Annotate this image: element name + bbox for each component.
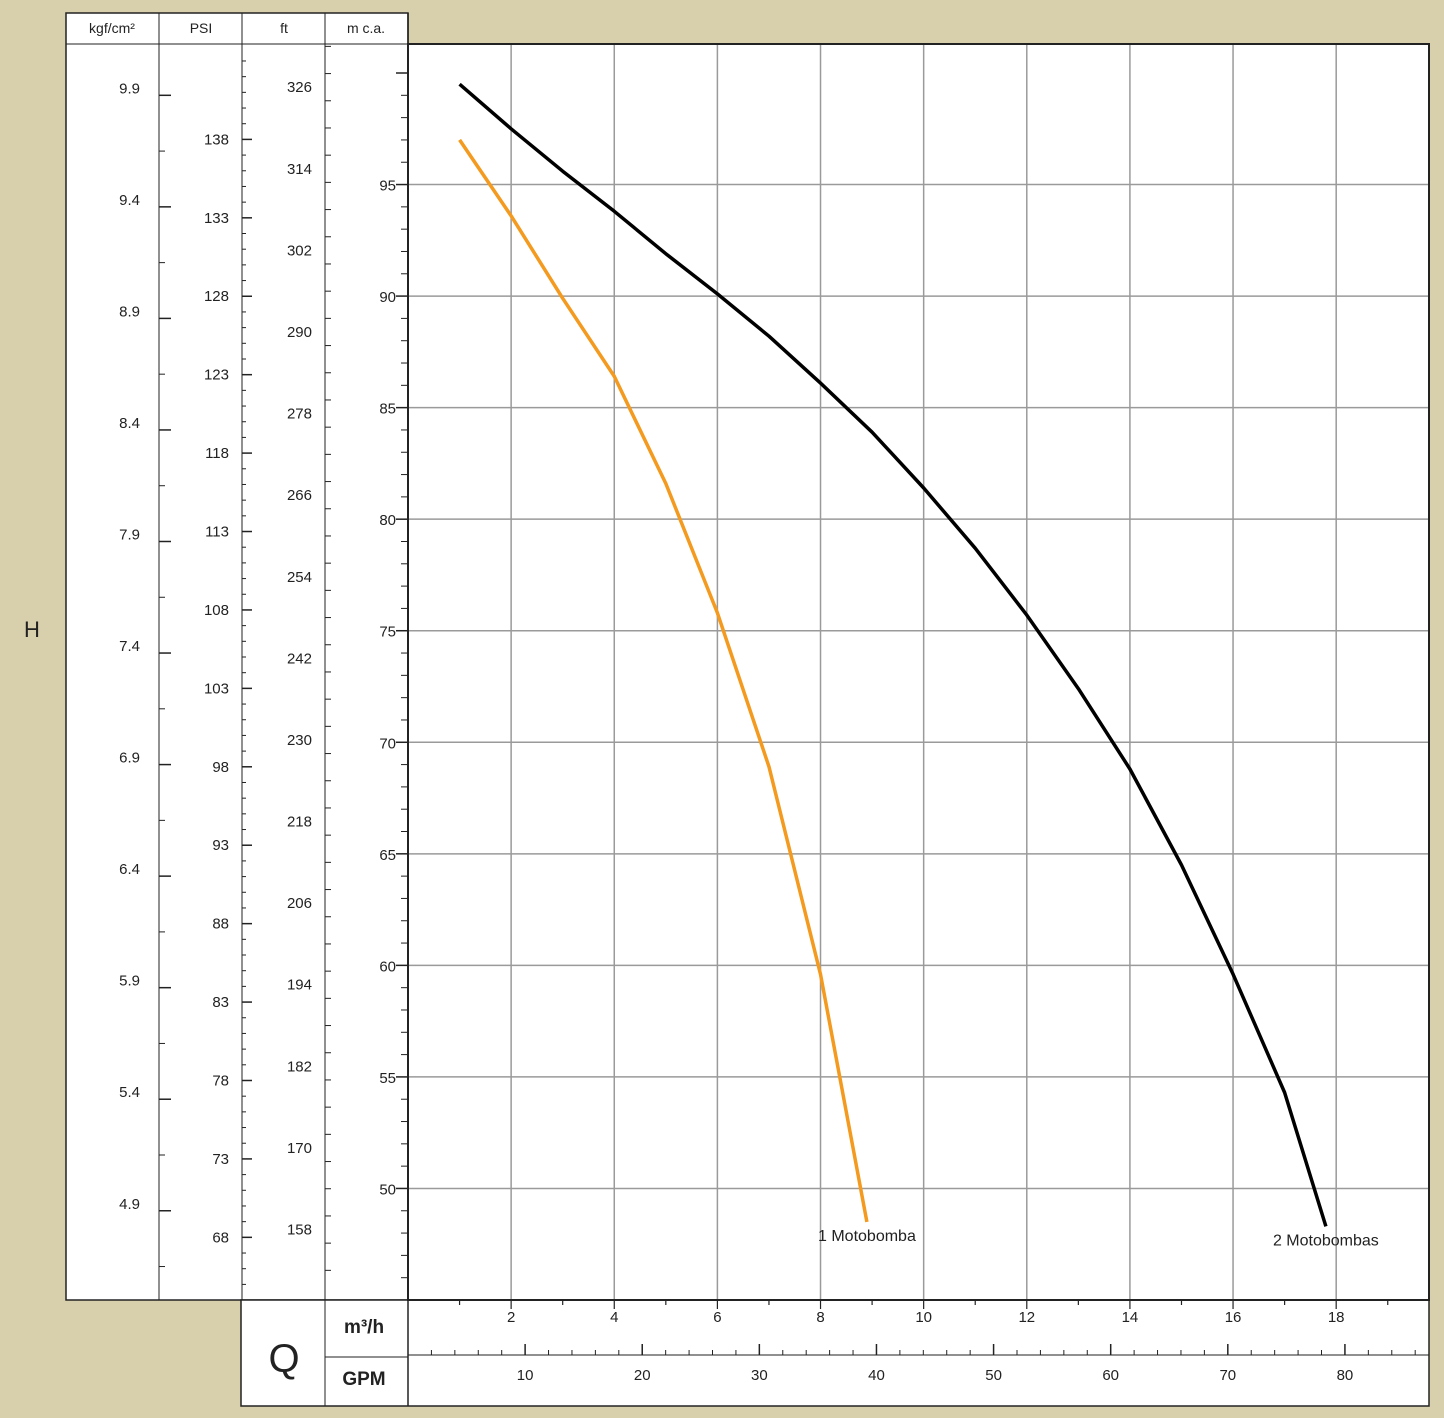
mca-tick-label: 70 xyxy=(379,735,396,752)
kgf-tick-label: 6.9 xyxy=(119,750,140,767)
kgf-tick-label: 7.9 xyxy=(119,526,140,543)
series-label-1-motobomba: 1 Motobomba xyxy=(818,1228,916,1245)
ft-unit-label: ft xyxy=(280,20,288,36)
mca-tick-label: 85 xyxy=(379,401,396,418)
psi-tick-label: 98 xyxy=(212,759,229,776)
m3h-tick-label: 4 xyxy=(610,1309,618,1326)
plot-frame xyxy=(407,43,1430,1301)
ft-tick-label: 206 xyxy=(287,895,312,912)
psi-tick-label: 88 xyxy=(212,916,229,933)
plot-area xyxy=(408,44,1429,1300)
gpm-tick-label: 50 xyxy=(985,1367,1002,1384)
m3h-tick-label: 14 xyxy=(1122,1309,1139,1326)
bottom-scales-panel xyxy=(240,1299,1430,1407)
grid xyxy=(408,44,1429,1300)
kgf-tick-label: 9.9 xyxy=(119,80,140,97)
mca-tick-label: 80 xyxy=(379,512,396,529)
gpm-tick-label: 10 xyxy=(517,1367,534,1384)
scales: 5055606570758085909515817018219420621823… xyxy=(119,45,1429,1384)
ft-tick-label: 194 xyxy=(287,977,312,994)
psi-tick-label: 138 xyxy=(204,131,229,148)
kgf-tick-label: 7.4 xyxy=(119,638,140,655)
m3h-tick-label: 6 xyxy=(713,1309,721,1326)
psi-tick-label: 68 xyxy=(212,1229,229,1246)
mca-tick-label: 75 xyxy=(379,624,396,641)
ft-tick-label: 254 xyxy=(287,569,312,586)
psi-unit-label: PSI xyxy=(190,20,213,36)
ft-tick-label: 314 xyxy=(287,161,312,178)
ft-tick-label: 302 xyxy=(287,242,312,259)
psi-tick-label: 133 xyxy=(204,210,229,227)
ft-tick-label: 290 xyxy=(287,324,312,341)
m3h-tick-label: 12 xyxy=(1018,1309,1035,1326)
mca-tick-label: 90 xyxy=(379,289,396,306)
psi-tick-label: 108 xyxy=(204,602,229,619)
ft-tick-label: 218 xyxy=(287,814,312,831)
m3h-tick-label: 8 xyxy=(816,1309,824,1326)
ft-tick-label: 278 xyxy=(287,406,312,423)
ft-tick-label: 326 xyxy=(287,79,312,96)
mca-tick-label: 95 xyxy=(379,178,396,195)
kgf-tick-label: 6.4 xyxy=(119,861,140,878)
kgf-tick-label: 4.9 xyxy=(119,1196,140,1213)
psi-tick-label: 123 xyxy=(204,367,229,384)
series-lines xyxy=(458,82,1328,1227)
series-line-1-motobomba xyxy=(458,138,869,1223)
m3h-tick-label: 16 xyxy=(1225,1309,1242,1326)
mca-unit-label: m c.a. xyxy=(347,20,385,36)
y-axis-title: H xyxy=(24,617,40,642)
mca-tick-label: 65 xyxy=(379,847,396,864)
ft-tick-label: 230 xyxy=(287,732,312,749)
ft-tick-label: 158 xyxy=(287,1222,312,1239)
psi-tick-label: 73 xyxy=(212,1151,229,1168)
gpm-tick-label: 80 xyxy=(1337,1367,1354,1384)
gpm-tick-label: 30 xyxy=(751,1367,768,1384)
gpm-tick-label: 20 xyxy=(634,1367,651,1384)
ft-tick-label: 182 xyxy=(287,1058,312,1075)
m3h-tick-label: 10 xyxy=(915,1309,932,1326)
m3h-tick-label: 18 xyxy=(1328,1309,1345,1326)
series-labels: 2 Motobombas 1 Motobomba xyxy=(818,1228,1379,1249)
psi-tick-label: 113 xyxy=(205,524,229,541)
psi-tick-label: 128 xyxy=(204,288,229,305)
psi-tick-label: 93 xyxy=(212,837,229,854)
m3h-unit-label: m³/h xyxy=(344,1317,384,1338)
gpm-tick-label: 40 xyxy=(868,1367,885,1384)
gpm-tick-label: 60 xyxy=(1102,1367,1119,1384)
psi-tick-label: 103 xyxy=(204,680,229,697)
kgf-unit-label: kgf/cm² xyxy=(89,20,135,36)
ft-tick-label: 242 xyxy=(287,650,312,667)
x-axis-title: Q xyxy=(268,1337,299,1381)
psi-tick-label: 78 xyxy=(212,1072,229,1089)
gpm-unit-label: GPM xyxy=(342,1369,385,1390)
gpm-tick-label: 70 xyxy=(1219,1367,1236,1384)
mca-tick-label: 55 xyxy=(379,1070,396,1087)
kgf-tick-label: 8.9 xyxy=(119,303,140,320)
psi-tick-label: 118 xyxy=(205,445,229,462)
m3h-tick-label: 2 xyxy=(507,1309,515,1326)
mca-tick-label: 50 xyxy=(379,1181,396,1198)
kgf-tick-label: 8.4 xyxy=(119,415,140,432)
kgf-tick-label: 9.4 xyxy=(119,192,140,209)
series-label-2-motobombas: 2 Motobombas xyxy=(1273,1232,1379,1249)
mca-tick-label: 60 xyxy=(379,958,396,975)
kgf-tick-label: 5.9 xyxy=(119,973,140,990)
series-line-2-motobombas xyxy=(458,82,1328,1227)
left-scales-panel xyxy=(65,12,409,1301)
psi-tick-label: 83 xyxy=(212,994,229,1011)
kgf-tick-label: 5.4 xyxy=(119,1084,140,1101)
ft-tick-label: 266 xyxy=(287,487,312,504)
ft-tick-label: 170 xyxy=(287,1140,312,1157)
